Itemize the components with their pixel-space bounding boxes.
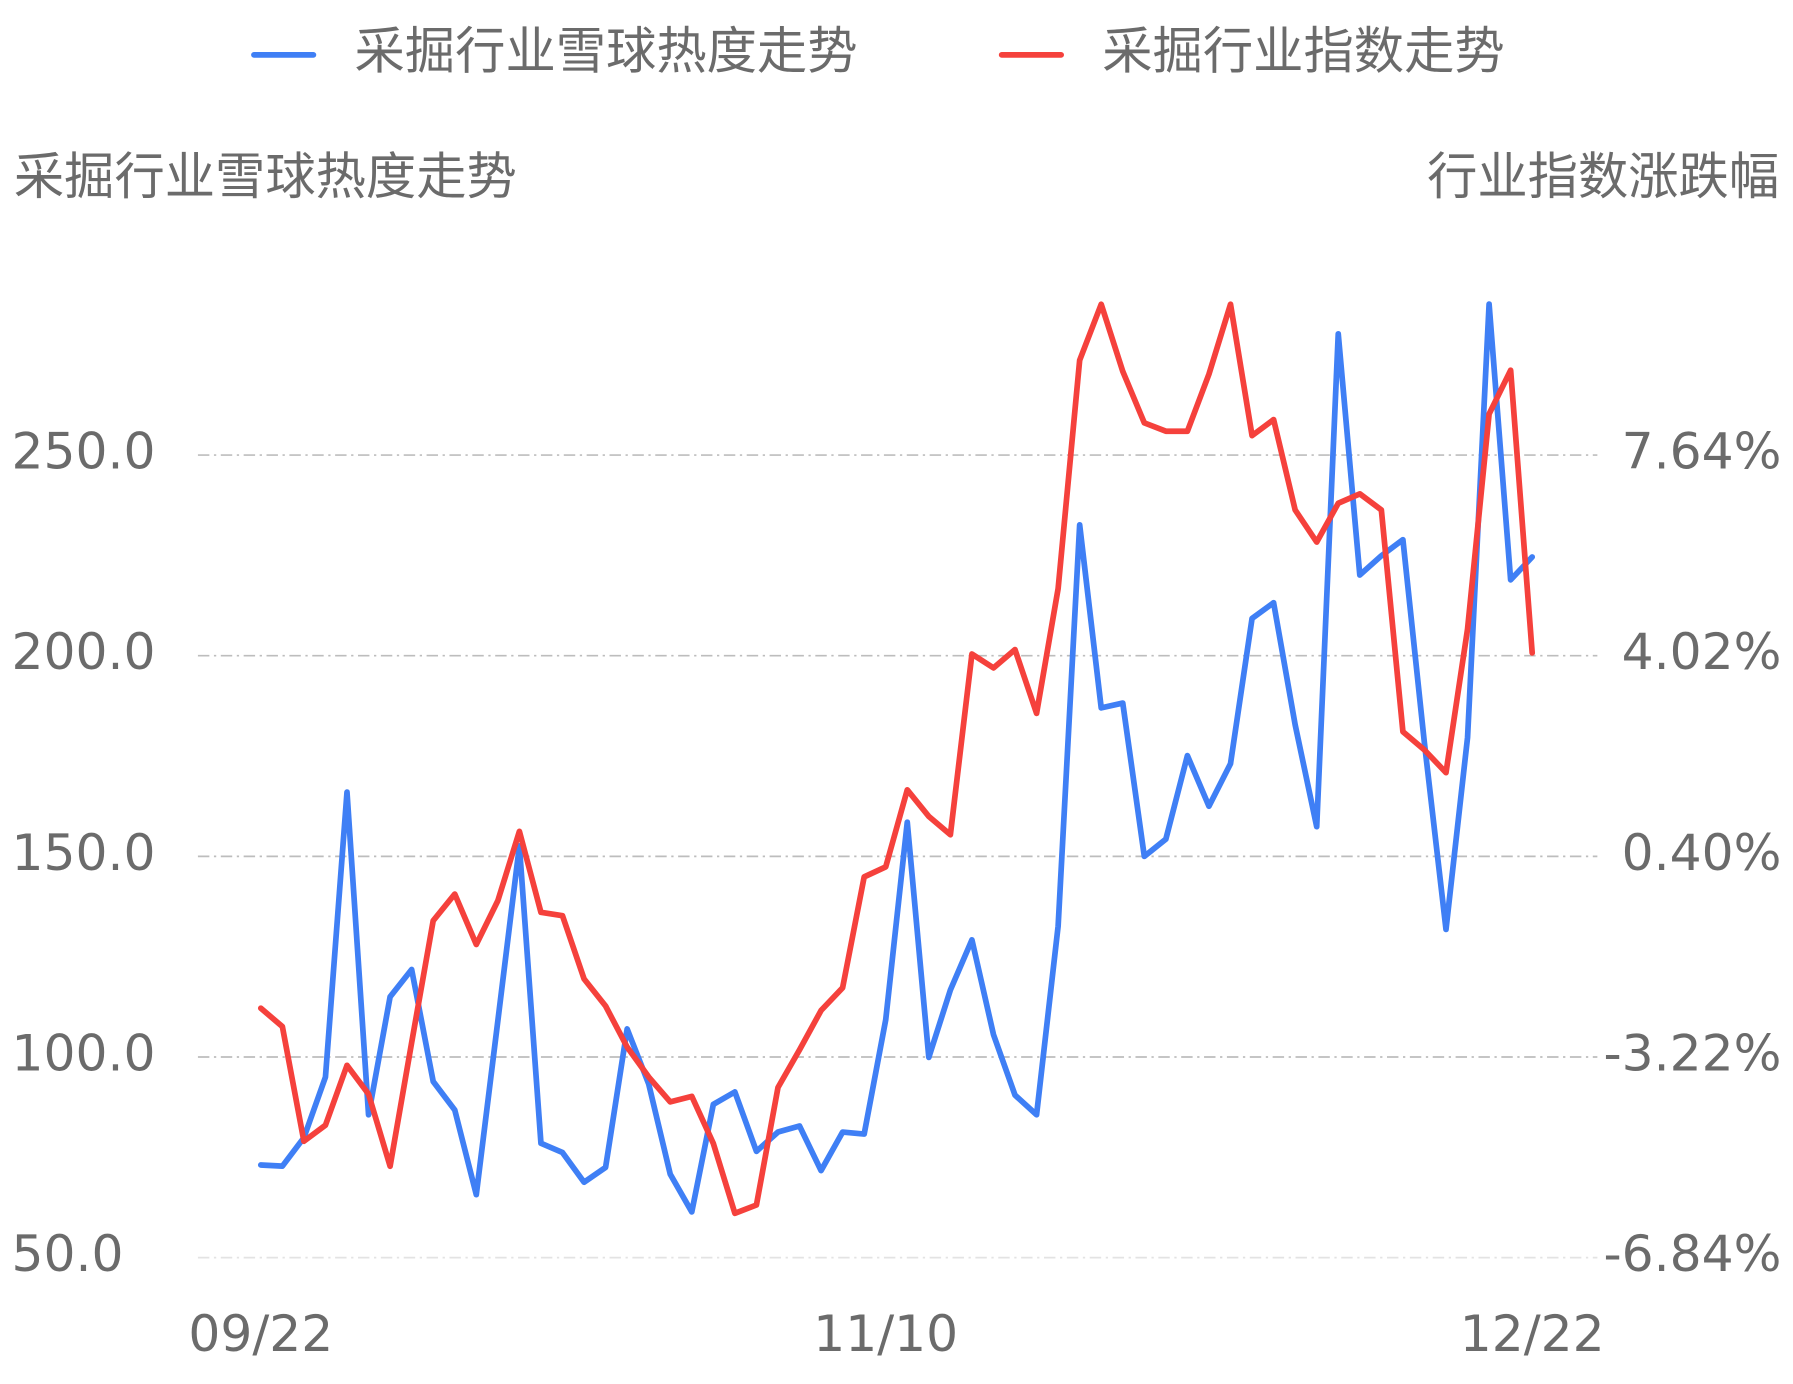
legend-label: 采掘行业雪球热度走势 xyxy=(355,21,858,80)
series-line xyxy=(257,301,1536,1217)
legend-label: 采掘行业指数走势 xyxy=(1102,21,1504,80)
y2-tick-label: 0.40% xyxy=(1622,823,1782,882)
y-tick-label: 50.0 xyxy=(12,1224,124,1283)
y-tick-label: 250.0 xyxy=(12,422,156,481)
x-tick-label: 12/22 xyxy=(1460,1304,1605,1363)
y2-axis-title: 行业指数涨跌幅 xyxy=(1427,147,1779,206)
y-axis-title: 采掘行业雪球热度走势 xyxy=(14,147,517,206)
series-line xyxy=(257,301,1536,1215)
y2-tick-label: -6.84% xyxy=(1604,1224,1782,1283)
y2-tick-label: 4.02% xyxy=(1622,622,1782,681)
x-tick-label: 09/22 xyxy=(188,1304,333,1363)
y-tick-label: 150.0 xyxy=(12,823,156,882)
y2-tick-label: 7.64% xyxy=(1622,422,1782,481)
y2-tick-label: -3.22% xyxy=(1604,1024,1782,1083)
y-tick-label: 100.0 xyxy=(12,1024,156,1083)
x-tick-label: 11/10 xyxy=(813,1304,958,1363)
y-tick-label: 200.0 xyxy=(12,622,156,681)
